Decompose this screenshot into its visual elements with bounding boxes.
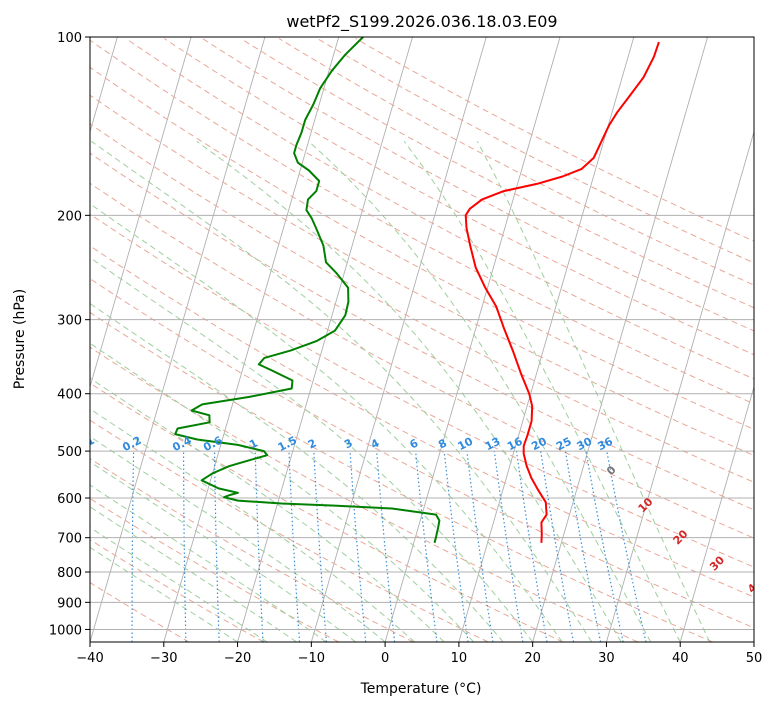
x-axis: −40 −30 −20 −10 0 10 20 30 40 50 — [76, 642, 762, 666]
y-axis: 100 200 300 400 500 600 700 800 900 1000 — [49, 31, 90, 638]
mixing-ratio-line — [443, 451, 469, 642]
y-tick-label: 900 — [57, 596, 82, 611]
x-tick-label: 10 — [451, 651, 468, 666]
y-tick-label: 500 — [57, 445, 82, 460]
mixing-ratio-label: 16 — [505, 435, 525, 454]
dry-adiabats — [90, 38, 754, 642]
isobar-grid — [90, 37, 754, 630]
isotherm-line — [90, 37, 192, 389]
dry-adiabat-line — [317, 38, 754, 264]
mixing-ratio-line — [376, 451, 396, 642]
y-tick-label: 1000 — [49, 623, 82, 638]
x-tick-label: −10 — [298, 651, 325, 666]
y-tick-label: 200 — [57, 209, 82, 224]
temperature-trace — [464, 41, 660, 543]
chart-title: wetPf2_S199.2026.036.18.03.E09 — [286, 12, 557, 32]
dry-adiabat-line — [90, 182, 754, 539]
y-tick-label: 100 — [57, 31, 82, 46]
isotherm-line — [532, 37, 709, 642]
mixing-ratio-label: 36 — [595, 435, 615, 454]
x-tick-label: 50 — [746, 651, 763, 666]
y-tick-label: 700 — [57, 532, 82, 547]
mixing-ratio-label: 10 — [456, 435, 476, 454]
mixing-ratio-line — [415, 451, 438, 642]
x-tick-label: −40 — [76, 651, 103, 666]
sounding-traces — [174, 37, 660, 544]
dry-adiabat-line — [90, 245, 754, 598]
mixing-ratio-label: 0.1 — [73, 434, 96, 454]
dry-adiabat-line — [163, 38, 754, 356]
plot-frame — [89, 36, 755, 643]
dry-adiabat-line — [90, 311, 713, 642]
mixing-ratio-line — [466, 451, 494, 642]
isotherm-line — [237, 37, 413, 642]
mixing-ratio-label: 13 — [483, 435, 503, 454]
dry-adiabat-line — [278, 38, 754, 286]
dry-adiabat-line — [125, 38, 754, 380]
isotherm-line — [606, 130, 754, 642]
y-tick-label: 300 — [57, 314, 82, 329]
mixing-ratio-label: 25 — [554, 435, 574, 454]
x-tick-label: 20 — [524, 651, 541, 666]
isotherm-line — [90, 37, 266, 642]
mixing-ratio-line — [493, 451, 524, 642]
dry-adiabat-line — [90, 458, 414, 642]
mixing-ratio-line — [564, 451, 602, 642]
x-tick-label: −20 — [224, 651, 251, 666]
x-tick-label: −30 — [150, 651, 177, 666]
dry-adiabat-line — [90, 346, 639, 642]
isotherm-grid — [90, 37, 754, 642]
dry-adiabat-line — [240, 38, 754, 309]
isotherm-line — [163, 37, 340, 642]
x-tick-label: 0 — [381, 651, 389, 666]
dry-adiabat-line — [90, 66, 754, 430]
dry-adiabat-line — [90, 278, 754, 629]
x-tick-label: 40 — [672, 651, 689, 666]
y-tick-label: 800 — [57, 566, 82, 581]
dry-adiabat-line — [90, 213, 754, 568]
dewpoint-trace — [174, 37, 441, 544]
x-axis-label: Temperature (°C) — [360, 681, 482, 697]
isotherm-line — [679, 385, 754, 642]
y-axis-label: Pressure (hPa) — [12, 289, 28, 389]
dry-adiabat-line — [355, 38, 754, 242]
moist-adiabat-label: 40 — [745, 576, 765, 596]
y-tick-label: 600 — [57, 492, 82, 507]
dry-adiabat-line — [90, 94, 754, 456]
mixing-ratio-lines — [131, 450, 647, 642]
mixing-ratio-line — [606, 450, 647, 642]
y-tick-label: 400 — [57, 388, 82, 403]
dry-adiabat-line — [90, 497, 339, 642]
mixing-ratio-line — [349, 451, 367, 642]
isotherm-line — [384, 37, 561, 642]
x-tick-label: 30 — [598, 651, 615, 666]
mixing-ratio-label: 30 — [575, 435, 595, 454]
plot-area: 0.10.20.40.611.52346810131620253036-100-… — [73, 37, 765, 642]
dry-adiabat-line — [90, 152, 754, 511]
dry-adiabat-line — [202, 38, 754, 332]
dry-adiabat-line — [90, 39, 754, 405]
mixing-ratio-label: 20 — [529, 435, 549, 454]
mixing-ratio-line — [585, 450, 624, 642]
